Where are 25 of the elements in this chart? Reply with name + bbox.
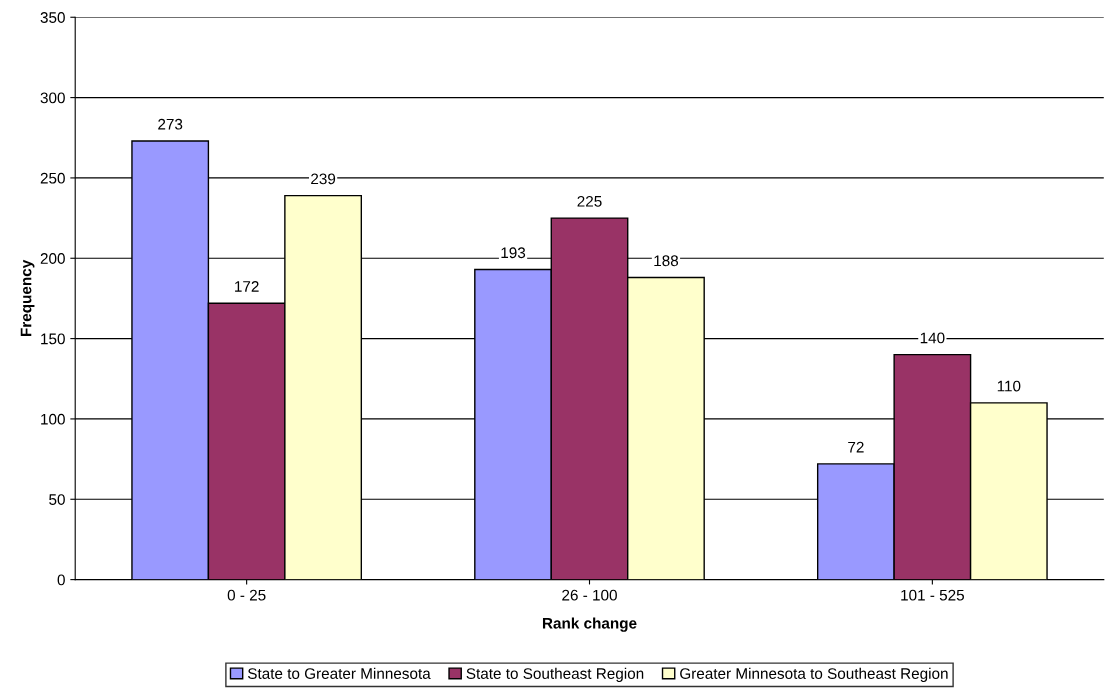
y-tick-label: 150 [41,333,65,345]
legend-label: Greater Minnesota to Southeast Region [680,667,948,682]
x-tick-label: 26 - 100 [562,589,617,601]
x-axis-title: Rank change [542,617,637,632]
y-tick-label: 300 [40,92,65,104]
y-axis-title: Frequency [20,259,35,337]
data-label: 72 [848,441,864,453]
data-label: 172 [235,281,259,292]
data-label: 225 [577,195,602,207]
data-label: 110 [997,380,1021,392]
data-label: 188 [654,255,679,267]
y-tick-label: 0 [57,574,65,586]
legend-label: State to Southeast Region [466,667,644,682]
y-tick-label: 350 [40,12,65,23]
data-label: 239 [311,173,336,185]
data-label: 273 [158,118,183,130]
y-tick-label: 50 [49,494,65,505]
x-tick-label: 0 - 25 [227,589,266,601]
legend-label: State to Greater Minnesota [247,667,431,679]
y-tick-label: 200 [40,253,65,264]
data-label: 140 [920,332,945,344]
data-label: 193 [501,247,526,259]
y-tick-label: 100 [41,413,65,425]
x-tick-label: 101 - 525 [901,589,964,601]
y-tick-label: 250 [40,172,65,184]
